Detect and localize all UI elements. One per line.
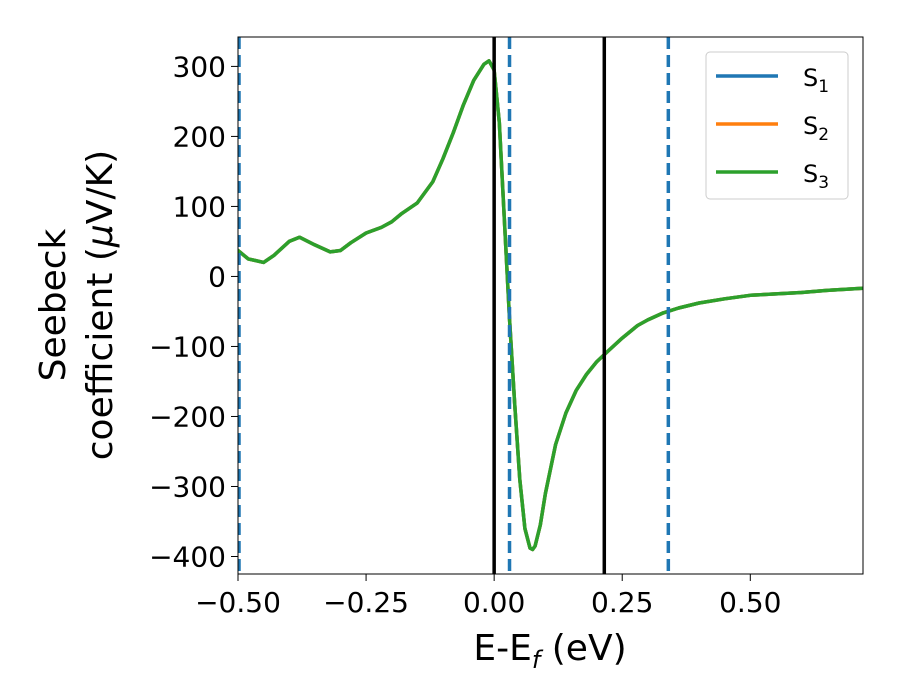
- legend-label-s3: S3: [803, 160, 829, 193]
- y-axis-title-line2-start: coefficient (: [80, 247, 121, 460]
- y-axis-title: Seebeck coefficient (μV/K): [33, 150, 121, 460]
- axes-frame: [237, 36, 864, 575]
- y-tick-label: −100: [149, 330, 226, 363]
- plot-content: [238, 37, 863, 574]
- y-tick-label: 0: [208, 260, 226, 293]
- series-line-s3: [238, 59, 863, 552]
- x-tick-label: 0.50: [719, 586, 781, 619]
- legend-label-s1: S1: [803, 64, 829, 97]
- y-axis-title-line2-end: V/K): [80, 150, 121, 224]
- y-tick-label: −200: [149, 400, 226, 433]
- y-tick-label: −400: [149, 540, 226, 573]
- y-axis-title-mu: μ: [80, 224, 121, 248]
- x-axis-title-suffix: (eV): [540, 628, 626, 669]
- y-tick-label: 200: [173, 120, 226, 153]
- x-axis-title: E-Ef (eV): [473, 628, 626, 674]
- y-tick-label: −300: [149, 470, 226, 503]
- x-tick-label: 0.25: [591, 586, 653, 619]
- y-axis-ticks: 300 200 100 0 −100 −200 −300 −400: [149, 50, 238, 573]
- x-axis-title-main: E-E: [473, 628, 531, 669]
- x-axis-ticks: −0.50 −0.25 0.00 0.25 0.50: [195, 574, 781, 619]
- x-tick-label: −0.50: [195, 586, 281, 619]
- legend-label-s2: S2: [803, 112, 829, 145]
- y-tick-label: 300: [173, 50, 226, 83]
- y-tick-label: 100: [173, 190, 226, 223]
- y-axis-title-line1: Seebeck: [33, 228, 74, 381]
- legend: S1 S2 S3: [705, 51, 849, 200]
- x-tick-label: −0.25: [323, 586, 409, 619]
- y-axis-title-line2: coefficient (μV/K): [80, 150, 121, 460]
- x-tick-label: 0.00: [463, 586, 525, 619]
